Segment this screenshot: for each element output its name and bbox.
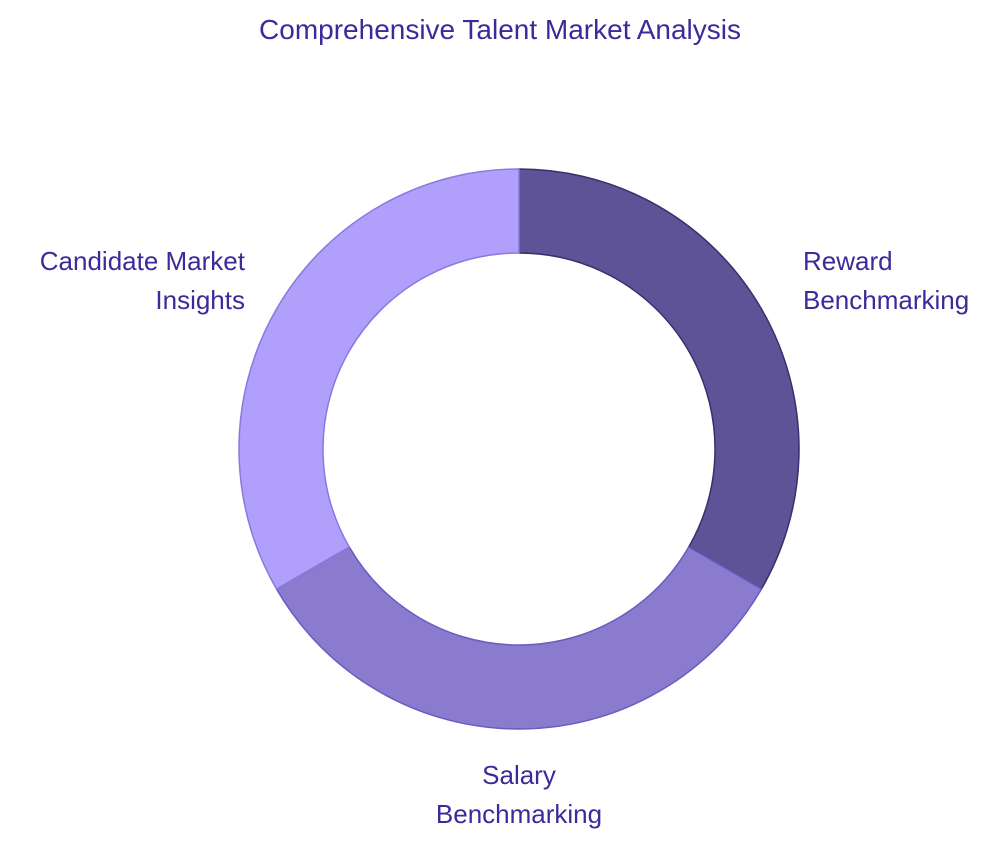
donut-segment <box>275 545 763 730</box>
segment-label: Salary Benchmarking <box>435 760 603 829</box>
donut-segment <box>518 168 800 591</box>
donut-segment <box>238 168 520 591</box>
segment-label: Reward Benchmarking <box>803 246 970 315</box>
segment-label: Candidate Market Insights <box>39 246 245 315</box>
chart-title: Comprehensive Talent Market Analysis <box>259 14 741 45</box>
